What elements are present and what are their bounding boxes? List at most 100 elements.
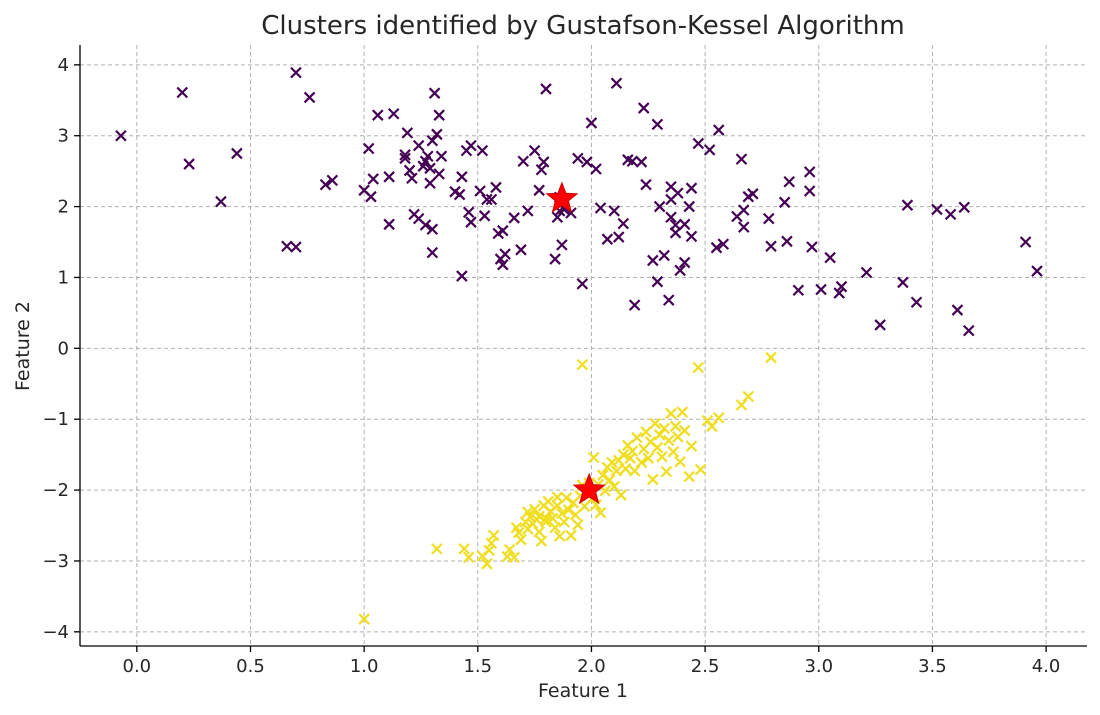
cluster-1-point [367,173,380,185]
cluster-1-point [476,144,489,157]
cluster-1-point [803,185,816,197]
cluster-1-point [372,109,384,121]
cluster-1-point [665,211,677,223]
cluster-2-point [569,509,582,521]
cluster-1-point [685,230,698,243]
data-points [115,66,1043,625]
cluster-1-point [522,205,534,217]
cluster-2-point [572,519,584,531]
cluster-1-point [456,171,468,183]
cluster-1-point [963,324,975,337]
cluster-1-point [456,270,468,282]
cluster-2-point [628,465,641,477]
cluster-1-point [735,153,748,165]
cluster-2-point [676,406,689,418]
cluster-1-point [762,212,775,225]
cluster-1-point [1019,236,1032,248]
cluster-2-point [576,358,589,371]
y-tick-label: 1 [58,267,69,288]
cluster-2-point [556,507,568,520]
cluster-2-point [597,469,609,481]
cluster-1-point [658,249,670,262]
cluster-2-point [667,446,680,458]
cluster-1-point [910,296,923,309]
cluster-1-point [326,174,339,187]
cluster-1-point [453,188,466,201]
cluster-1-point [608,205,620,217]
cluster-2-point [560,492,573,504]
cluster-1-point [319,178,332,191]
cluster-1-point [424,162,436,175]
cluster-1-point [835,280,848,293]
cluster-1-point [383,171,395,183]
cluster-1-point [628,299,641,311]
cluster-2-point [692,361,705,374]
cluster-2-point [619,463,632,475]
cluster-2-point [458,543,470,555]
cluster-1-point [703,144,716,156]
cluster-1-point [433,168,445,180]
y-tick-label: 0 [58,338,69,359]
cluster-1-point [481,193,493,206]
cluster-1-point [290,66,302,79]
cluster-2-point [594,506,607,519]
cluster-1-point [626,155,639,168]
cluster-2-point [358,613,370,625]
cluster-1-point [508,212,520,224]
cluster-1-point [474,185,486,197]
cluster-2-point [665,407,677,420]
cluster-1-point [669,219,682,231]
cluster-1-point [528,144,541,157]
y-tick-label: −2 [42,480,69,501]
cluster-2-point [712,412,725,424]
cluster-1-point [737,204,750,216]
cluster-1-point [581,156,593,168]
cluster-2-point [431,543,443,555]
cluster-1-point [678,218,691,231]
cluster-1-point [303,91,316,104]
cluster-1-point [958,201,971,214]
cluster-2-point [462,551,475,564]
cluster-1-point [540,83,552,95]
cluster-2-point [651,441,664,454]
x-tick-label: 3.0 [804,656,833,677]
cluster-1-point [517,155,530,168]
cluster-2-point [656,450,668,463]
cluster-2-point [549,521,561,534]
cluster-1-point [231,147,243,160]
y-tick-label: 4 [58,55,69,76]
cluster-2-point [658,422,670,435]
cluster-2-point [649,417,661,430]
cluster-2-point [647,473,659,486]
cluster-1-point [478,210,491,222]
cluster-1-point [803,166,816,178]
cluster-2-point [528,503,541,515]
cluster-2-point [565,529,577,542]
cluster-2-point [660,465,673,478]
cluster-2-point [735,399,748,411]
cluster-2-point [635,456,648,469]
cluster-1-point [1031,265,1043,277]
cluster-1-point [383,218,395,231]
cluster-2-point [640,426,652,438]
cluster-1-point [422,150,434,163]
cluster-1-point [612,231,625,243]
cluster-1-point [412,139,425,152]
cluster-1-point [431,128,443,141]
x-tick-label: 2.5 [691,656,720,677]
cluster-2-point [542,495,555,508]
cluster-2-point [540,516,552,528]
cluster-1-point [426,246,439,259]
x-tick-label: 3.5 [918,656,947,677]
cluster-1-point [281,240,293,253]
centroid-star-icon [545,181,579,213]
cluster-2-point [765,351,777,364]
cluster-1-point [572,152,584,165]
cluster-2-point [642,452,655,464]
cluster-1-point [556,239,568,251]
cluster-2-point [553,530,566,542]
cluster-1-point [406,172,418,185]
x-tick-label: 0.5 [236,656,265,677]
cluster-2-point [483,544,495,557]
